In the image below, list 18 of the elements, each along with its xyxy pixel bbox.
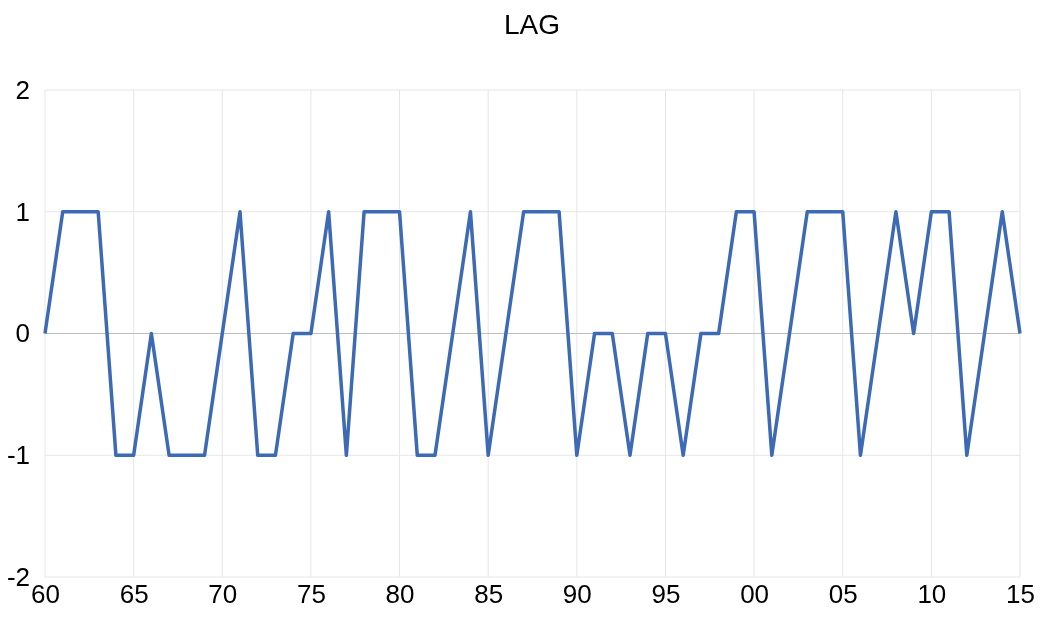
- x-tick-label: 75: [296, 579, 326, 610]
- y-tick-label: -2: [6, 561, 30, 592]
- x-tick-label: 60: [31, 579, 60, 610]
- x-tick-label: 80: [385, 579, 415, 610]
- x-tick-label: 70: [208, 579, 238, 610]
- x-tick-label: 90: [562, 579, 592, 610]
- x-tick-label: 65: [119, 579, 149, 610]
- x-tick-label: 95: [651, 579, 681, 610]
- x-tick-label: 85: [474, 579, 504, 610]
- chart-title: LAG: [503, 9, 561, 40]
- y-tick-label: 1: [15, 196, 30, 227]
- y-tick-label: 2: [15, 74, 30, 105]
- y-tick-label: 0: [15, 318, 30, 349]
- y-tick-label: -1: [6, 440, 30, 471]
- x-tick-label: 15: [1006, 579, 1035, 610]
- x-tick-label: 10: [917, 579, 947, 610]
- x-tick-label: 00: [740, 579, 770, 610]
- x-tick-label: 05: [828, 579, 858, 610]
